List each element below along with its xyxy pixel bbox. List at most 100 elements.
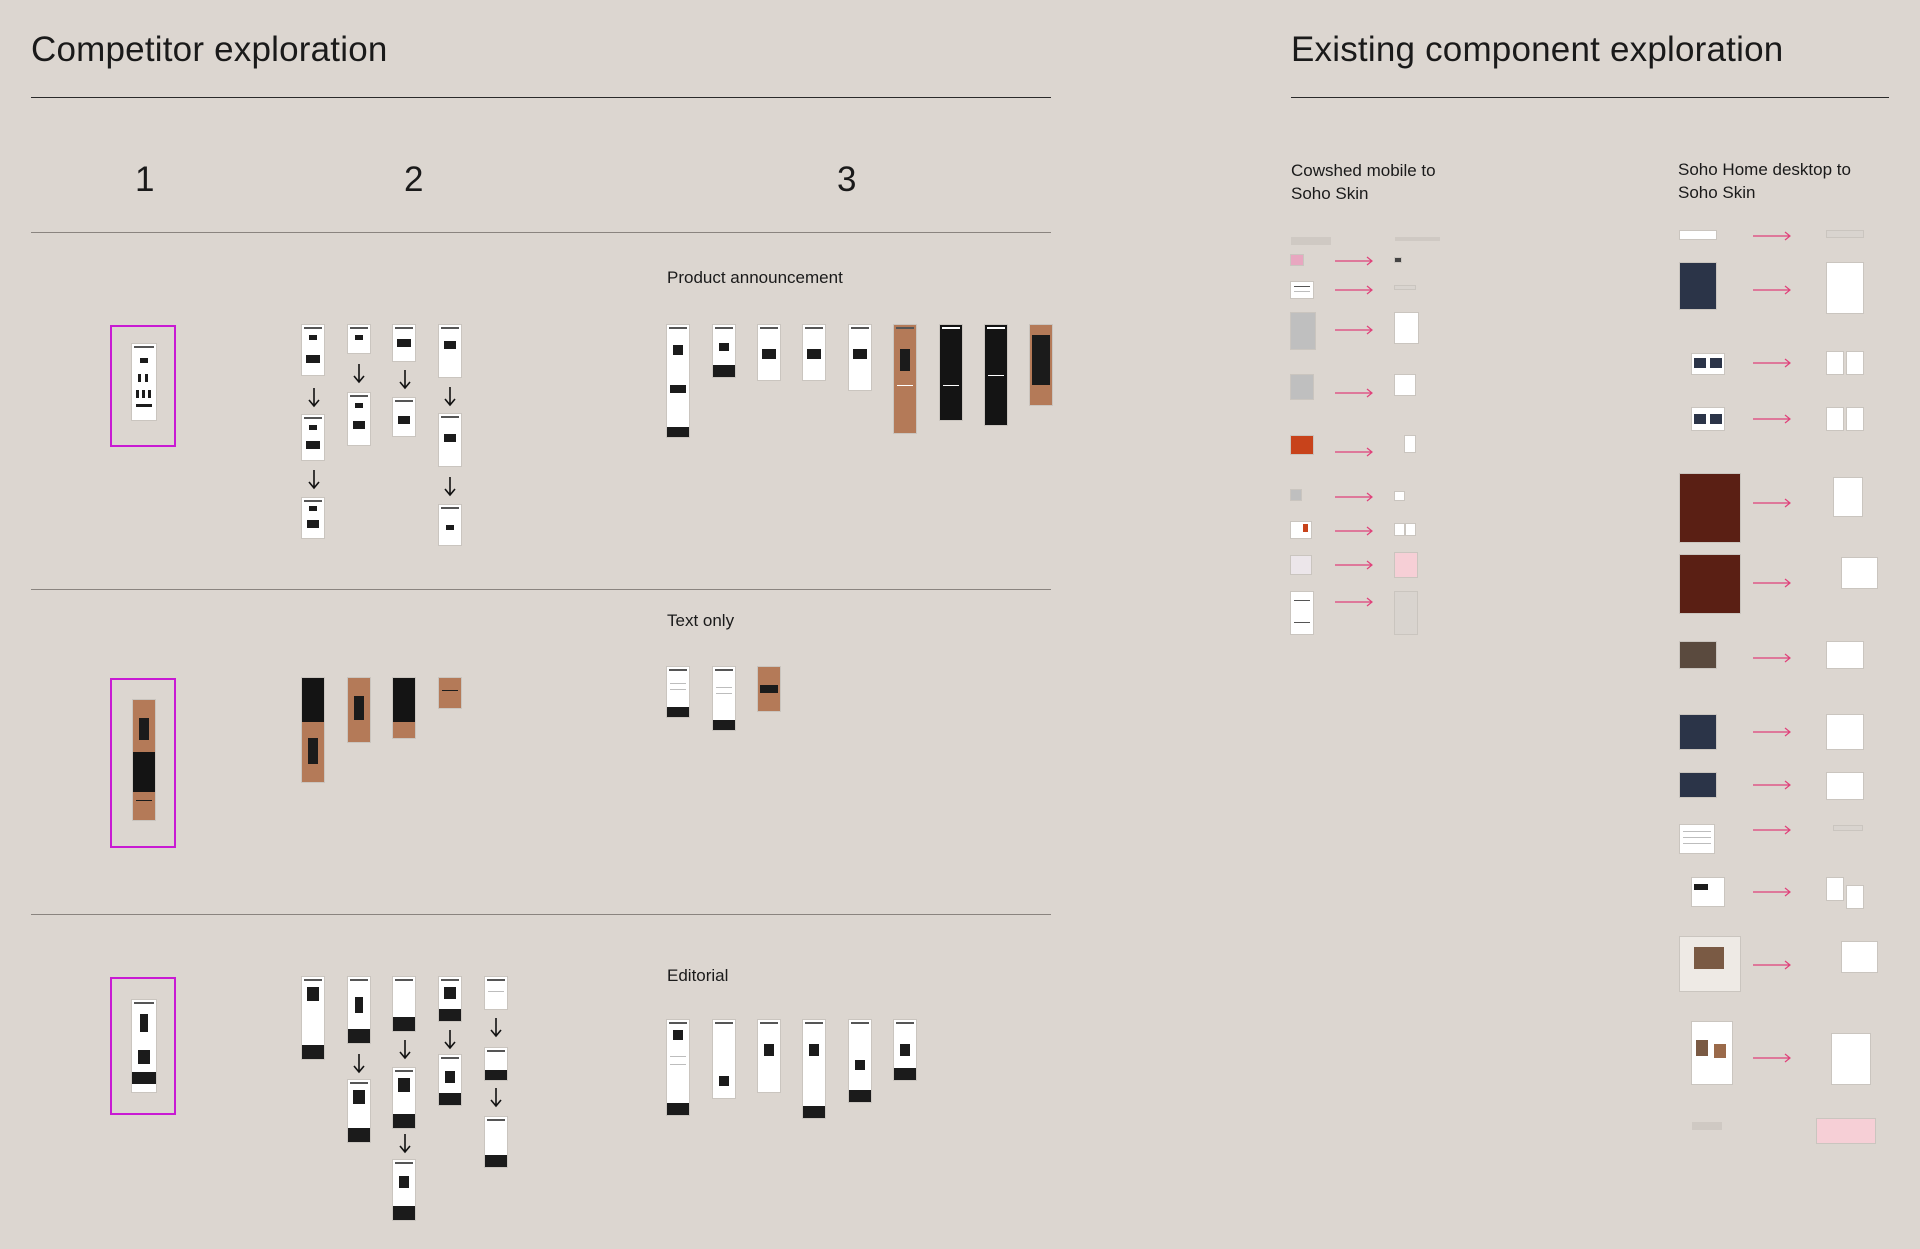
- email-thumbnail[interactable]: [849, 325, 871, 390]
- component-source[interactable]: [1291, 255, 1303, 265]
- component-source[interactable]: [1291, 592, 1313, 634]
- component-target[interactable]: [1847, 408, 1863, 430]
- email-thumbnail[interactable]: [302, 325, 324, 375]
- component-source[interactable]: [1291, 522, 1311, 538]
- component-target[interactable]: [1395, 375, 1415, 395]
- email-thumbnail[interactable]: [485, 1048, 507, 1080]
- email-thumbnail[interactable]: [667, 667, 689, 717]
- email-thumbnail[interactable]: [302, 678, 324, 782]
- email-thumbnail[interactable]: [348, 325, 370, 353]
- component-target[interactable]: [1842, 942, 1877, 972]
- component-source[interactable]: [1692, 408, 1724, 430]
- email-thumbnail[interactable]: [439, 678, 461, 708]
- component-target[interactable]: [1406, 524, 1415, 535]
- email-thumbnail[interactable]: [348, 678, 370, 742]
- email-thumbnail[interactable]: [758, 1020, 780, 1092]
- component-source[interactable]: [1291, 282, 1313, 298]
- component-target[interactable]: [1827, 263, 1863, 313]
- component-source[interactable]: [1680, 231, 1716, 239]
- email-thumbnail[interactable]: [667, 1020, 689, 1115]
- component-source[interactable]: [1680, 474, 1740, 542]
- email-thumbnail[interactable]: [894, 325, 916, 433]
- email-thumbnail[interactable]: [803, 325, 825, 380]
- component-source[interactable]: [1291, 556, 1311, 574]
- email-thumbnail[interactable]: [439, 505, 461, 545]
- component-target[interactable]: [1847, 886, 1863, 908]
- email-thumbnail[interactable]: [713, 667, 735, 730]
- email-thumbnail[interactable]: [439, 414, 461, 466]
- component-target[interactable]: [1827, 715, 1863, 749]
- component-source[interactable]: [1680, 773, 1716, 797]
- email-thumbnail[interactable]: [302, 415, 324, 460]
- component-source[interactable]: [1680, 642, 1716, 668]
- component-target[interactable]: [1395, 286, 1415, 289]
- email-thumbnail[interactable]: [894, 1020, 916, 1080]
- email-thumbnail[interactable]: [803, 1020, 825, 1118]
- email-thumbnail[interactable]: [758, 325, 780, 380]
- email-thumbnail[interactable]: [439, 1055, 461, 1105]
- selected-frame-text[interactable]: [110, 678, 176, 848]
- email-thumbnail[interactable]: [393, 325, 415, 361]
- component-target[interactable]: [1395, 592, 1417, 634]
- email-thumbnail[interactable]: [758, 667, 780, 711]
- email-thumbnail[interactable]: [1030, 325, 1052, 405]
- email-thumbnail[interactable]: [132, 344, 156, 420]
- email-thumbnail[interactable]: [713, 325, 735, 377]
- email-thumbnail[interactable]: [439, 325, 461, 377]
- component-source[interactable]: [1291, 436, 1313, 454]
- component-source[interactable]: [1291, 375, 1313, 399]
- email-thumbnail[interactable]: [393, 678, 415, 738]
- email-thumbnail[interactable]: [849, 1020, 871, 1102]
- component-source[interactable]: [1692, 878, 1724, 906]
- component-target[interactable]: [1395, 553, 1417, 577]
- email-thumbnail[interactable]: [132, 1000, 156, 1092]
- component-source[interactable]: [1680, 937, 1740, 991]
- component-target[interactable]: [1832, 1034, 1870, 1084]
- component-source[interactable]: [1680, 263, 1716, 309]
- component-target[interactable]: [1827, 408, 1843, 430]
- email-thumbnail[interactable]: [940, 325, 962, 420]
- selected-frame-editorial[interactable]: [110, 977, 176, 1115]
- component-target[interactable]: [1405, 436, 1415, 452]
- email-thumbnail[interactable]: [439, 977, 461, 1021]
- email-thumbnail[interactable]: [485, 1117, 507, 1167]
- email-thumbnail[interactable]: [302, 977, 324, 1059]
- email-thumbnail[interactable]: [713, 1020, 735, 1098]
- component-target[interactable]: [1842, 558, 1877, 588]
- email-thumbnail[interactable]: [393, 398, 415, 436]
- component-source[interactable]: [1291, 490, 1301, 500]
- selected-frame-product[interactable]: [110, 325, 176, 447]
- component-target[interactable]: [1827, 352, 1843, 374]
- email-thumbnail[interactable]: [348, 393, 370, 445]
- component-source[interactable]: [1692, 1022, 1732, 1084]
- component-target[interactable]: [1827, 773, 1863, 799]
- email-thumbnail[interactable]: [393, 1068, 415, 1128]
- right-arrow-icon: [1335, 285, 1373, 295]
- component-source[interactable]: [1291, 313, 1315, 349]
- component-target[interactable]: [1827, 231, 1863, 237]
- component-target[interactable]: [1834, 826, 1862, 830]
- component-target[interactable]: [1395, 524, 1404, 535]
- email-thumbnail[interactable]: [348, 977, 370, 1043]
- component-target[interactable]: [1847, 352, 1863, 374]
- component-target[interactable]: [1395, 313, 1418, 343]
- email-thumbnail[interactable]: [485, 977, 507, 1009]
- component-target[interactable]: [1395, 492, 1404, 500]
- email-thumbnail[interactable]: [348, 1080, 370, 1142]
- email-thumbnail[interactable]: [985, 325, 1007, 425]
- email-thumbnail[interactable]: [393, 1160, 415, 1220]
- email-thumbnail[interactable]: [133, 700, 155, 820]
- component-source[interactable]: [1692, 354, 1724, 374]
- component-source[interactable]: [1680, 555, 1740, 613]
- component-source[interactable]: [1680, 825, 1714, 853]
- email-thumbnail[interactable]: [667, 325, 689, 437]
- component-target[interactable]: [1395, 258, 1401, 262]
- right-arrow-icon: [1335, 447, 1373, 457]
- component-target[interactable]: [1817, 1119, 1875, 1143]
- component-source[interactable]: [1680, 715, 1716, 749]
- component-target[interactable]: [1827, 642, 1863, 668]
- component-target[interactable]: [1834, 478, 1862, 516]
- component-target[interactable]: [1827, 878, 1843, 900]
- email-thumbnail[interactable]: [302, 498, 324, 538]
- email-thumbnail[interactable]: [393, 977, 415, 1031]
